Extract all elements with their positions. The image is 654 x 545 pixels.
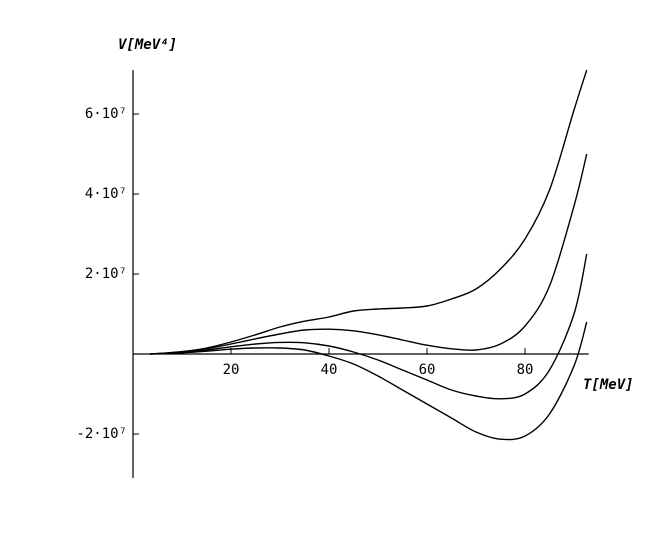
y-tick-label: 6·10⁷	[85, 106, 127, 122]
x-axis-label: T[MeV]	[583, 377, 634, 393]
curve	[150, 253, 588, 400]
y-tick-label: 4·10⁷	[85, 186, 127, 202]
y-tick-label: 2·10⁷	[85, 266, 127, 282]
x-tick-label: 20	[223, 362, 240, 378]
curve	[150, 321, 588, 441]
y-tick-label: -2·10⁷	[76, 426, 127, 442]
x-tick-label: 60	[419, 362, 436, 378]
x-tick-label: 40	[321, 362, 338, 378]
x-tick-label: 80	[517, 362, 534, 378]
y-axis-label: V[MeV⁴]	[118, 37, 177, 53]
curve	[150, 153, 588, 355]
curve	[150, 69, 588, 355]
